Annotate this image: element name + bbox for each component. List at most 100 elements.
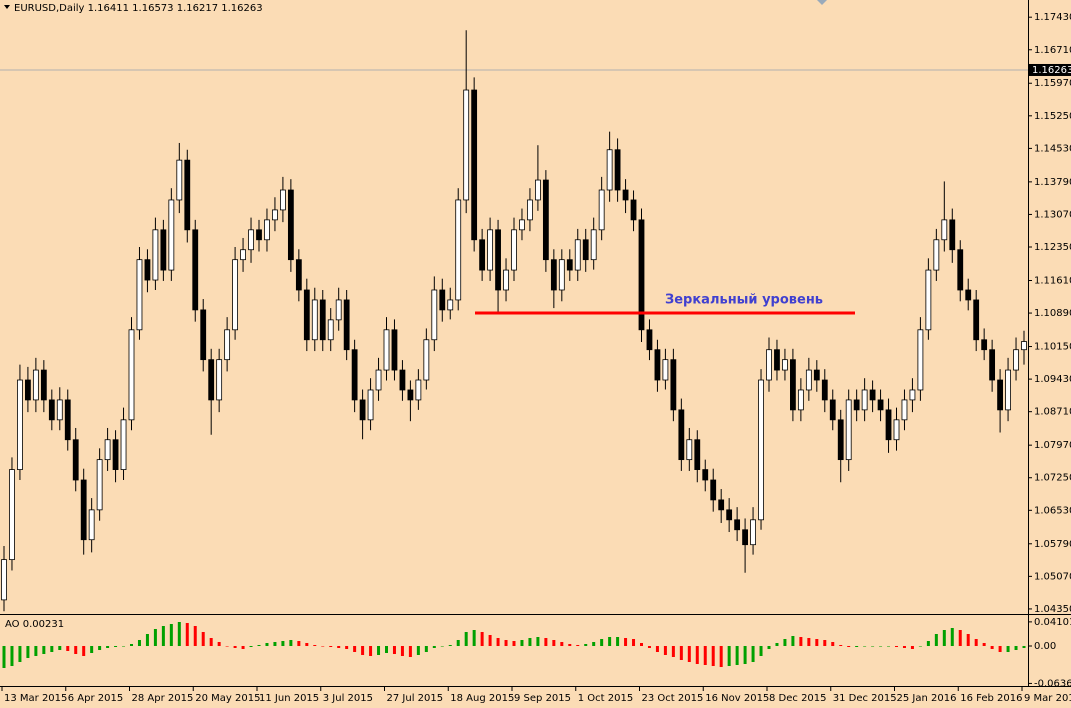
ao-bar: [966, 634, 970, 646]
ao-bar: [855, 646, 859, 647]
candle-body: [758, 379, 764, 521]
ao-bar: [106, 646, 110, 648]
low-value: 1.16217: [177, 3, 218, 14]
x-tick-label: 8 Dec 2015: [769, 693, 827, 704]
ao-bar: [926, 641, 930, 646]
ao-bar: [361, 646, 365, 655]
candle-body: [208, 359, 215, 401]
candle-body: [431, 289, 438, 341]
ao-bar: [385, 646, 388, 653]
ao-bar: [663, 646, 667, 655]
menu-arrow: [4, 5, 10, 9]
ao-bar: [839, 645, 843, 646]
y-tick-label: 1.13070: [1034, 209, 1071, 220]
ao-bar: [337, 646, 341, 648]
candle-body: [375, 369, 382, 391]
mirror-level-label: Зеркальный уровень: [665, 293, 823, 308]
x-tick-label: 3 Jul 2015: [323, 693, 373, 704]
ao-bar: [82, 646, 86, 656]
candle-body: [287, 189, 294, 261]
ao-bar: [703, 646, 707, 665]
ao-bar: [600, 639, 604, 646]
ao-bar: [193, 626, 197, 646]
ao-bar: [879, 646, 883, 647]
ao-bar: [863, 646, 867, 647]
y-tick-label: 1.07970: [1034, 440, 1071, 451]
ao-bar: [313, 645, 317, 646]
ao-bar: [807, 638, 811, 646]
ao-bar: [400, 646, 404, 656]
indicator-name: AO: [5, 619, 20, 630]
candle-body: [56, 399, 63, 421]
ao-bar: [58, 646, 62, 650]
ao-bar: [74, 646, 78, 654]
candle-body: [120, 419, 127, 470]
candle-body: [1, 559, 7, 601]
candle-body: [327, 319, 334, 341]
ao-bar: [887, 646, 891, 647]
ao-tick-label: -0.06362: [1034, 678, 1071, 689]
y-tick-label: 1.14530: [1034, 143, 1071, 154]
candle-body: [280, 189, 286, 211]
candle-body: [574, 239, 581, 271]
x-tick-label: 6 Apr 2015: [68, 693, 123, 704]
candle-body: [272, 209, 278, 221]
candle-body: [901, 399, 908, 421]
candle-body: [925, 269, 932, 331]
y-tick-label: 1.05070: [1034, 571, 1071, 582]
ao-bar: [321, 646, 325, 647]
candle-body: [933, 239, 940, 271]
ao-bar: [153, 629, 157, 646]
candle-body: [311, 299, 318, 341]
candle-body: [487, 229, 493, 271]
indicator-value: 0.00231: [23, 619, 64, 630]
high-value: 1.16573: [132, 3, 173, 14]
candle-body: [662, 359, 669, 381]
candle-body: [295, 259, 302, 291]
ao-tick-label: 0.04101: [1034, 617, 1071, 628]
candle-body: [216, 359, 223, 401]
candle-body: [479, 239, 486, 271]
ao-bar: [895, 646, 898, 647]
ao-bar: [719, 646, 723, 667]
y-tick-label: 1.15250: [1034, 111, 1071, 122]
candle-body: [367, 389, 374, 421]
candle-body: [678, 409, 685, 461]
ao-bar: [775, 643, 779, 646]
ao-bar: [217, 642, 221, 646]
x-tick-label: 20 May 2015: [195, 693, 260, 704]
x-tick-label: 16 Nov 2015: [705, 693, 769, 704]
x-tick-label: 16 Feb 2016: [960, 693, 1022, 704]
candle-body: [774, 349, 780, 371]
candle-body: [184, 159, 191, 231]
candle-body: [829, 399, 836, 421]
ao-bar: [998, 646, 1002, 652]
ao-bar: [759, 646, 763, 656]
candle-body: [686, 439, 693, 461]
candle-body: [351, 349, 358, 401]
ao-bar: [377, 646, 381, 655]
candle-body: [136, 259, 143, 331]
candle-body: [192, 229, 199, 311]
chart-header: EURUSD,Daily 1.16411 1.16573 1.16217 1.1…: [14, 3, 263, 14]
candle-body: [160, 229, 167, 271]
candle-body: [734, 519, 741, 531]
y-tick-label: 1.08710: [1034, 407, 1071, 418]
ao-bar: [496, 638, 500, 646]
y-tick-label: 1.11610: [1034, 275, 1071, 286]
ao-bar: [560, 642, 564, 646]
candle-body: [917, 329, 924, 391]
ao-bar: [576, 645, 580, 646]
ao-bar: [791, 636, 795, 646]
ao-bar: [512, 641, 516, 646]
candle-body: [407, 389, 414, 401]
candle-body: [455, 199, 462, 301]
ao-bar: [568, 644, 572, 646]
ao-bar: [544, 638, 548, 646]
candle-body: [766, 349, 772, 381]
x-tick-label: 18 Aug 2015: [450, 693, 514, 704]
candle-body: [973, 299, 980, 341]
y-tick-label: 1.10150: [1034, 342, 1071, 353]
x-tick-label: 13 Mar 2015: [4, 693, 67, 704]
